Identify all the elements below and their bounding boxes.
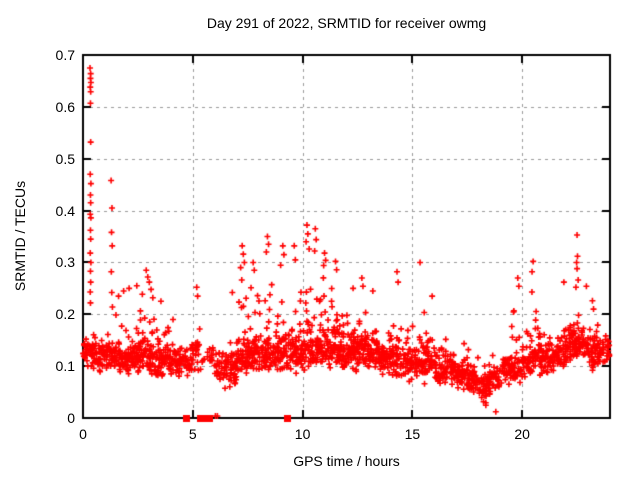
y-tick-label: 0.5 bbox=[55, 150, 75, 167]
x-tick-label: 20 bbox=[514, 426, 530, 442]
x-tick-label: 0 bbox=[79, 426, 87, 442]
y-tick-label: 0 bbox=[67, 410, 75, 426]
y-tick-label: 0.1 bbox=[55, 358, 75, 375]
x-tick-label: 5 bbox=[188, 426, 197, 442]
y-tick-label: 0.3 bbox=[55, 254, 75, 271]
y-tick-label: 0.2 bbox=[55, 306, 75, 323]
x-tick-label: 10 bbox=[294, 426, 311, 442]
chart-title: Day 291 of 2022, SRMTID for receiver owm… bbox=[206, 15, 487, 31]
x-axis-label: GPS time / hours bbox=[293, 453, 400, 469]
y-tick-label: 0.6 bbox=[55, 98, 75, 115]
y-tick-label: 0.4 bbox=[55, 202, 75, 219]
x-tick-label: 15 bbox=[404, 426, 421, 442]
y-tick-label: 0.7 bbox=[55, 47, 75, 63]
